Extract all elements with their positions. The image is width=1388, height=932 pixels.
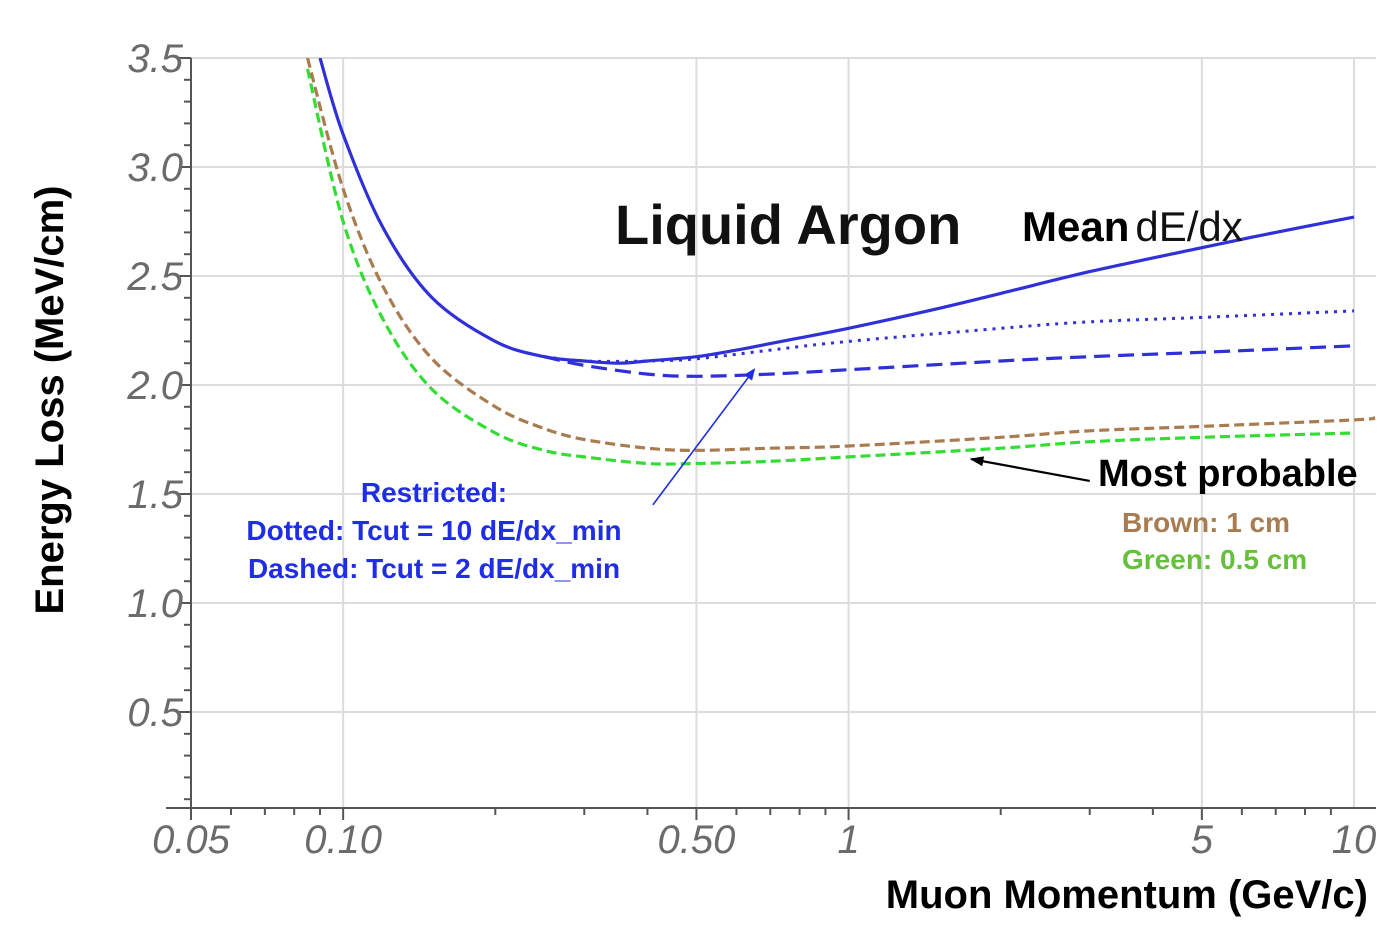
- x-tick-label: 0.05: [152, 818, 231, 862]
- y-tick-label: 3.5: [127, 37, 183, 81]
- series-green-line: [305, 68, 1355, 466]
- dashed-label: Dashed: Tcut = 2 dE/dx_min: [248, 553, 620, 584]
- mean-word: Mean: [1022, 203, 1129, 250]
- x-axis-title: Muon Momentum (GeV/c): [886, 873, 1368, 917]
- y-tick-label: 2.5: [126, 255, 183, 299]
- y-axis-title: Energy Loss (MeV/cm): [28, 185, 72, 614]
- series-dashed-line: [543, 344, 1355, 378]
- x-tick-label: 0.10: [304, 818, 382, 862]
- x-tick-label: 5: [1191, 818, 1214, 862]
- most-probable-label: Most probable: [1098, 453, 1358, 495]
- series-layer: [305, 58, 1376, 466]
- mean-dedx: dE/dx: [1135, 203, 1242, 250]
- x-tick-label: 0.50: [657, 818, 735, 862]
- green-label: Green: 0.5 cm: [1122, 544, 1307, 575]
- y-tick-label: 1.5: [127, 473, 183, 517]
- series-brown-line: [305, 58, 1376, 453]
- annotation-arrows: [652, 368, 1090, 506]
- dotted-label: Dotted: Tcut = 10 dE/dx_min: [246, 515, 621, 546]
- x-tick-label: 1: [837, 818, 859, 862]
- y-tick-label: 2.0: [126, 364, 183, 408]
- series-mean-line: [318, 58, 1355, 365]
- x-tick-label: 10: [1332, 818, 1377, 862]
- chart-title: Liquid Argon: [615, 193, 961, 256]
- y-tick-label: 3.0: [127, 146, 183, 190]
- series-dotted-line: [544, 309, 1355, 363]
- y-tick-label: 1.0: [127, 582, 183, 626]
- tick-labels: 0.05 0.10 0.50 1 5 10 0.5 1.0 1.5 2.0 2.5 3.0 3.5: [126, 37, 1376, 862]
- y-tick-label: 0.5: [127, 691, 183, 735]
- brown-label: Brown: 1 cm: [1122, 507, 1290, 538]
- grid-lines: [190, 57, 1376, 808]
- arrow-restricted: [652, 368, 756, 506]
- axes: [166, 57, 1376, 820]
- arrow-most_probable: [969, 456, 1090, 483]
- mean-label: Mean dE/dx: [1022, 203, 1243, 250]
- restricted-label: Restricted:: [361, 477, 507, 508]
